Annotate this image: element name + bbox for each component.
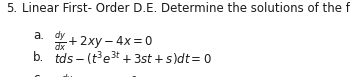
Text: c.: c. [33,72,43,77]
Text: b.: b. [33,51,44,64]
Text: a.: a. [33,29,44,42]
Text: 5.: 5. [6,2,18,15]
Text: $tds - (t^3e^{3t} + 3st + s)dt = 0$: $tds - (t^3e^{3t} + 3st + s)dt = 0$ [54,51,212,68]
Text: $\frac{dy}{dx} + 2xy - 4x = 0$: $\frac{dy}{dx} + 2xy - 4x = 0$ [54,29,154,53]
Text: $y\frac{dy}{dx} - 2x - 3y^2 + 2 = 0$: $y\frac{dy}{dx} - 2x - 3y^2 + 2 = 0$ [54,72,182,77]
Text: Linear First- Order D.E. Determine the solutions of the following:: Linear First- Order D.E. Determine the s… [22,2,350,15]
